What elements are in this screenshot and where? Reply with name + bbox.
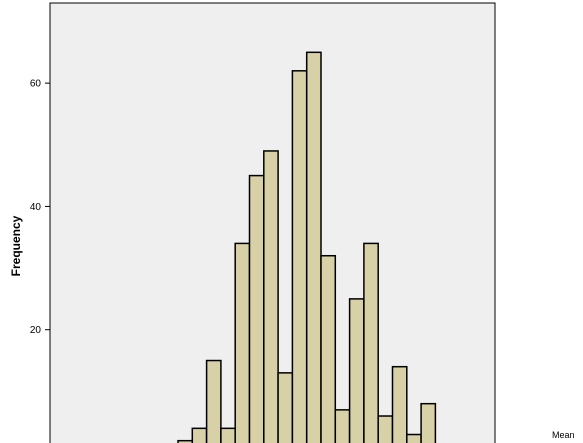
y-axis-ticks: 20 40 60 — [30, 79, 50, 336]
histogram-bar — [291, 70, 308, 443]
y-tick-label: 20 — [30, 325, 42, 336]
y-axis-title: Frequency — [9, 215, 23, 276]
histogram-bar — [248, 174, 265, 443]
histogram-bar — [263, 150, 279, 443]
histogram-bar — [363, 242, 379, 443]
histogram-bar — [320, 254, 337, 443]
mean-legend-label: Mean — [552, 430, 575, 440]
histogram-bar — [305, 51, 322, 443]
histogram-bar — [334, 409, 351, 443]
y-tick-label: 40 — [30, 202, 42, 213]
histogram-bar — [177, 439, 194, 443]
histogram-bar — [220, 427, 236, 443]
y-tick-label: 60 — [30, 79, 42, 90]
histogram-bar — [420, 402, 437, 443]
histogram-bar — [391, 365, 408, 443]
histogram-bar — [348, 298, 365, 443]
histogram-bar — [406, 433, 422, 443]
histogram-bar — [277, 372, 294, 443]
bars-group — [177, 51, 437, 443]
histogram-bar — [205, 359, 222, 443]
histogram-bar — [191, 427, 208, 443]
histogram-bar — [377, 415, 394, 443]
histogram-bar — [234, 242, 251, 443]
